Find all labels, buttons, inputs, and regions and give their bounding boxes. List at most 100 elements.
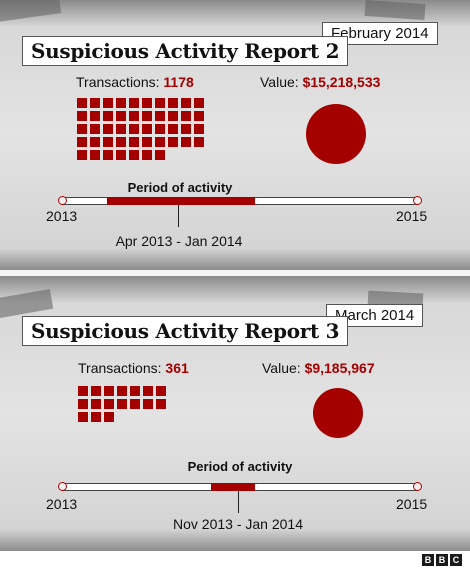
transaction-square [77, 111, 87, 121]
transaction-square [194, 111, 204, 121]
transaction-square [181, 137, 191, 147]
transaction-square [104, 412, 114, 422]
period-title: Period of activity [187, 459, 293, 474]
bbc-logo: B B C [422, 554, 462, 566]
transaction-square [104, 386, 114, 396]
transaction-square [156, 386, 166, 396]
period-range: Nov 2013 - Jan 2014 [173, 516, 303, 532]
timeline-end-dot [413, 482, 422, 491]
footer: B B C [0, 551, 470, 569]
transaction-square [90, 124, 100, 134]
transaction-square [142, 150, 152, 160]
transaction-square [116, 137, 126, 147]
transaction-square [77, 98, 87, 108]
transactions-icon-grid [77, 98, 204, 160]
transaction-square [116, 111, 126, 121]
transaction-square [90, 98, 100, 108]
value-stat: Value: $9,185,967 [262, 360, 375, 376]
transaction-square [129, 150, 139, 160]
transaction-square [155, 98, 165, 108]
transaction-square [142, 111, 152, 121]
year-start: 2013 [46, 208, 78, 224]
transaction-square [129, 98, 139, 108]
transaction-square [129, 137, 139, 147]
transaction-square [142, 137, 152, 147]
report-date: March 2014 [326, 304, 424, 327]
transaction-square [168, 137, 178, 147]
period-fill [210, 483, 255, 491]
transaction-square [168, 98, 178, 108]
period-tick [178, 205, 179, 227]
transaction-square [194, 137, 204, 147]
transaction-square [156, 399, 166, 409]
transactions-label: Transactions: [78, 360, 162, 376]
transaction-square [103, 111, 113, 121]
value-label: Value: [260, 74, 299, 90]
transaction-square [116, 98, 126, 108]
transaction-square [78, 386, 88, 396]
report-date: February 2014 [322, 22, 438, 45]
transaction-square [117, 386, 127, 396]
year-start: 2013 [46, 496, 78, 512]
report-2-panel: February 2014 Suspicious Activity Report… [0, 0, 470, 270]
period-timeline [62, 197, 418, 205]
transaction-square [104, 399, 114, 409]
transaction-square [168, 111, 178, 121]
transaction-square [194, 124, 204, 134]
tape-decoration [0, 0, 62, 23]
transactions-icon-grid [78, 386, 166, 422]
value-circle [306, 104, 366, 164]
transactions-label: Transactions: [76, 74, 160, 90]
transaction-square [103, 150, 113, 160]
period-timeline [62, 483, 418, 491]
value-label: Value: [262, 360, 301, 376]
transaction-square [143, 399, 153, 409]
report-3-panel: March 2014 Suspicious Activity Report 3 … [0, 276, 470, 551]
transaction-square [168, 124, 178, 134]
value-amount: $9,185,967 [304, 360, 375, 376]
transaction-square [143, 386, 153, 396]
transaction-square [103, 124, 113, 134]
report-title: Suspicious Activity Report 3 [22, 316, 349, 346]
period-title: Period of activity [127, 180, 233, 195]
transaction-square [91, 386, 101, 396]
section-divider [0, 270, 470, 276]
transactions-stat: Transactions: 361 [78, 360, 189, 376]
transaction-square [155, 111, 165, 121]
transaction-square [77, 137, 87, 147]
value-circle [313, 388, 363, 438]
timeline-end-dot [413, 196, 422, 205]
value-amount: $15,218,533 [302, 74, 381, 90]
transaction-square [155, 150, 165, 160]
transaction-square [155, 137, 165, 147]
transaction-square [78, 412, 88, 422]
bbc-logo-letter: B [436, 554, 448, 566]
transaction-square [116, 150, 126, 160]
transaction-square [103, 137, 113, 147]
transaction-square [181, 124, 191, 134]
transaction-square [91, 412, 101, 422]
transaction-square [103, 98, 113, 108]
value-stat: Value: $15,218,533 [260, 74, 380, 90]
transaction-square [116, 124, 126, 134]
transaction-square [77, 124, 87, 134]
year-end: 2015 [396, 208, 428, 224]
transactions-stat: Transactions: 1178 [76, 74, 194, 90]
transaction-square [129, 111, 139, 121]
transaction-square [77, 150, 87, 160]
transaction-square [91, 399, 101, 409]
period-tick [238, 491, 239, 513]
transaction-square [130, 399, 140, 409]
transaction-square [155, 124, 165, 134]
transaction-square [129, 124, 139, 134]
transaction-square [130, 386, 140, 396]
transaction-square [142, 124, 152, 134]
transaction-square [181, 98, 191, 108]
timeline-start-dot [58, 196, 67, 205]
tape-decoration [0, 288, 54, 320]
transaction-square [117, 399, 127, 409]
transactions-value: 1178 [163, 74, 194, 90]
bbc-logo-letter: C [450, 554, 462, 566]
transaction-square [142, 98, 152, 108]
bbc-logo-letter: B [422, 554, 434, 566]
